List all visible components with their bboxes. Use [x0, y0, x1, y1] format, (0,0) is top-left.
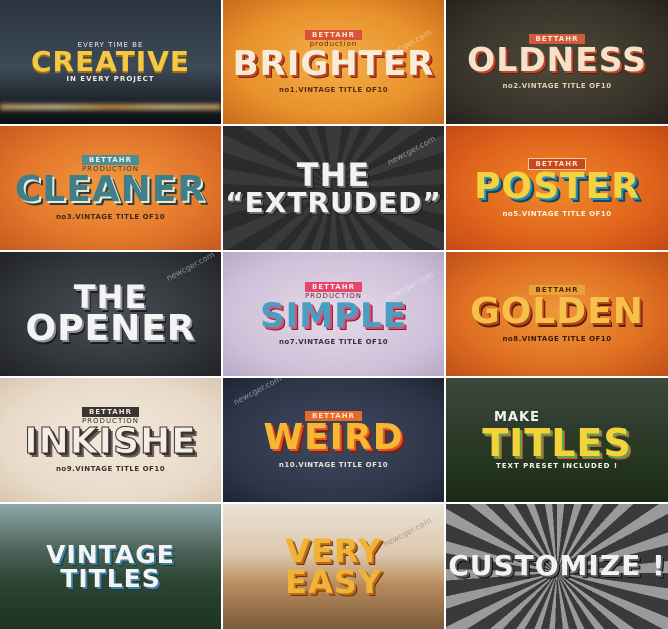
tile-customize-title: CUSTOMIZE ! — [448, 549, 666, 583]
brand-ribbon: BETTAHR — [528, 284, 586, 295]
tile-golden: BETTAHR GOLDEN no8.VINTAGE TITLE OF10 — [446, 252, 668, 376]
tile-cleaner-title: CLEANER — [14, 168, 207, 210]
tile-brighter-caption: no1.VINTAGE TITLE OF10 — [278, 86, 389, 95]
tile-titles-bottom: TEXT PRESET INCLUDED ! — [495, 461, 619, 470]
tile-creative-title: CREATIVE — [30, 44, 191, 78]
tile-cleaner-caption: no3.VINTAGE TITLE OF10 — [55, 213, 166, 222]
watermark: newcger.com — [381, 516, 434, 549]
brand-ribbon: BETTAHR — [528, 34, 586, 45]
tile-inkishe: BETTAHR PRODUCTION INKISHE no9.VINTAGE T… — [0, 378, 221, 502]
brand-ribbon: BETTAHR — [82, 406, 139, 417]
tile-opener-line1: THE — [73, 277, 148, 316]
tile-titles-lead: MAKE — [494, 410, 540, 426]
brand-ribbon: BETTAHR — [305, 410, 362, 421]
tile-brighter-title: BRIGHTER — [232, 43, 435, 84]
tile-oldness-caption: no2.VINTAGE TITLE OF10 — [502, 81, 612, 90]
tile-inkishe-title: INKISHE — [24, 420, 197, 462]
brand-ribbon: BETTAHR — [305, 281, 362, 292]
tile-golden-title: GOLDEN — [470, 290, 644, 332]
watermark: newcger.com — [231, 378, 284, 407]
tile-easy-line2: EASY — [285, 562, 382, 601]
city-lights — [0, 104, 221, 110]
tile-easy-line1: VERY — [285, 532, 382, 571]
tile-titles: MAKE TITLES TEXT PRESET INCLUDED ! — [446, 378, 668, 502]
tile-brighter: BETTAHR production BRIGHTER no1.VINTAGE … — [223, 0, 444, 124]
tile-extruded-line1: THE — [296, 155, 371, 194]
tile-titles-title: TITLES — [482, 421, 632, 466]
brand-ribbon: BETTAHR — [527, 157, 587, 170]
tile-cleaner: BETTAHR PRODUCTION CLEANER no3.VINTAGE T… — [0, 126, 221, 250]
brand-sub: PRODUCTION — [81, 416, 140, 425]
tile-simple-title: SIMPLE — [260, 295, 407, 336]
watermark: newcger.com — [164, 252, 217, 283]
tile-vintage-titles: VINTAGE TITLES — [0, 504, 221, 629]
tile-simple: BETTAHR PRODUCTION SIMPLE no7.VINTAGE TI… — [223, 252, 444, 376]
tile-simple-caption: no7.VINTAGE TITLE OF10 — [278, 338, 389, 347]
tile-weird-title: WEIRD — [263, 416, 404, 458]
brand-sub: production — [309, 39, 358, 48]
tile-opener-line2: OPENER — [25, 308, 196, 350]
tile-creative-bottom: IN EVERY PROJECT — [66, 75, 155, 84]
tile-vintage-line2: TITLES — [60, 563, 161, 593]
tile-extruded-line2: “EXTRUDED” — [225, 185, 442, 219]
brand-ribbon: BETTAHR — [82, 154, 139, 165]
tile-customize: CUSTOMIZE ! — [446, 504, 668, 629]
tile-poster-caption: no5.VINTAGE TITLE OF10 — [502, 210, 612, 219]
tile-creative: EVERY TIME BE CREATIVE IN EVERY PROJECT — [0, 0, 221, 124]
tile-very-easy: VERY EASY newcger.com — [223, 504, 444, 629]
watermark: newcger.com — [385, 134, 438, 167]
tile-poster-title: POSTER — [474, 165, 640, 207]
tile-opener: THE OPENER newcger.com — [0, 252, 221, 376]
tile-golden-caption: no8.VINTAGE TITLE OF10 — [502, 335, 612, 344]
tile-vintage-line1: VINTAGE — [46, 539, 175, 569]
brand-sub: PRODUCTION — [304, 291, 363, 300]
tile-inkishe-caption: no9.VINTAGE TITLE OF10 — [55, 465, 166, 474]
tile-poster: BETTAHR POSTER no5.VINTAGE TITLE OF10 — [446, 126, 668, 250]
tile-oldness-title: OLDNESS — [467, 40, 647, 80]
tile-extruded: THE “EXTRUDED” newcger.com — [223, 126, 444, 250]
tile-weird: BETTAHR WEIRD n10.VINTAGE TITLE OF10 new… — [223, 378, 444, 502]
tile-weird-caption: n10.VINTAGE TITLE OF10 — [278, 461, 389, 470]
tile-oldness: BETTAHR OLDNESS no2.VINTAGE TITLE OF10 — [446, 0, 668, 124]
brand-sub: PRODUCTION — [81, 164, 140, 173]
tile-creative-top: EVERY TIME BE — [77, 40, 144, 49]
brand-ribbon: BETTAHR — [305, 29, 362, 40]
